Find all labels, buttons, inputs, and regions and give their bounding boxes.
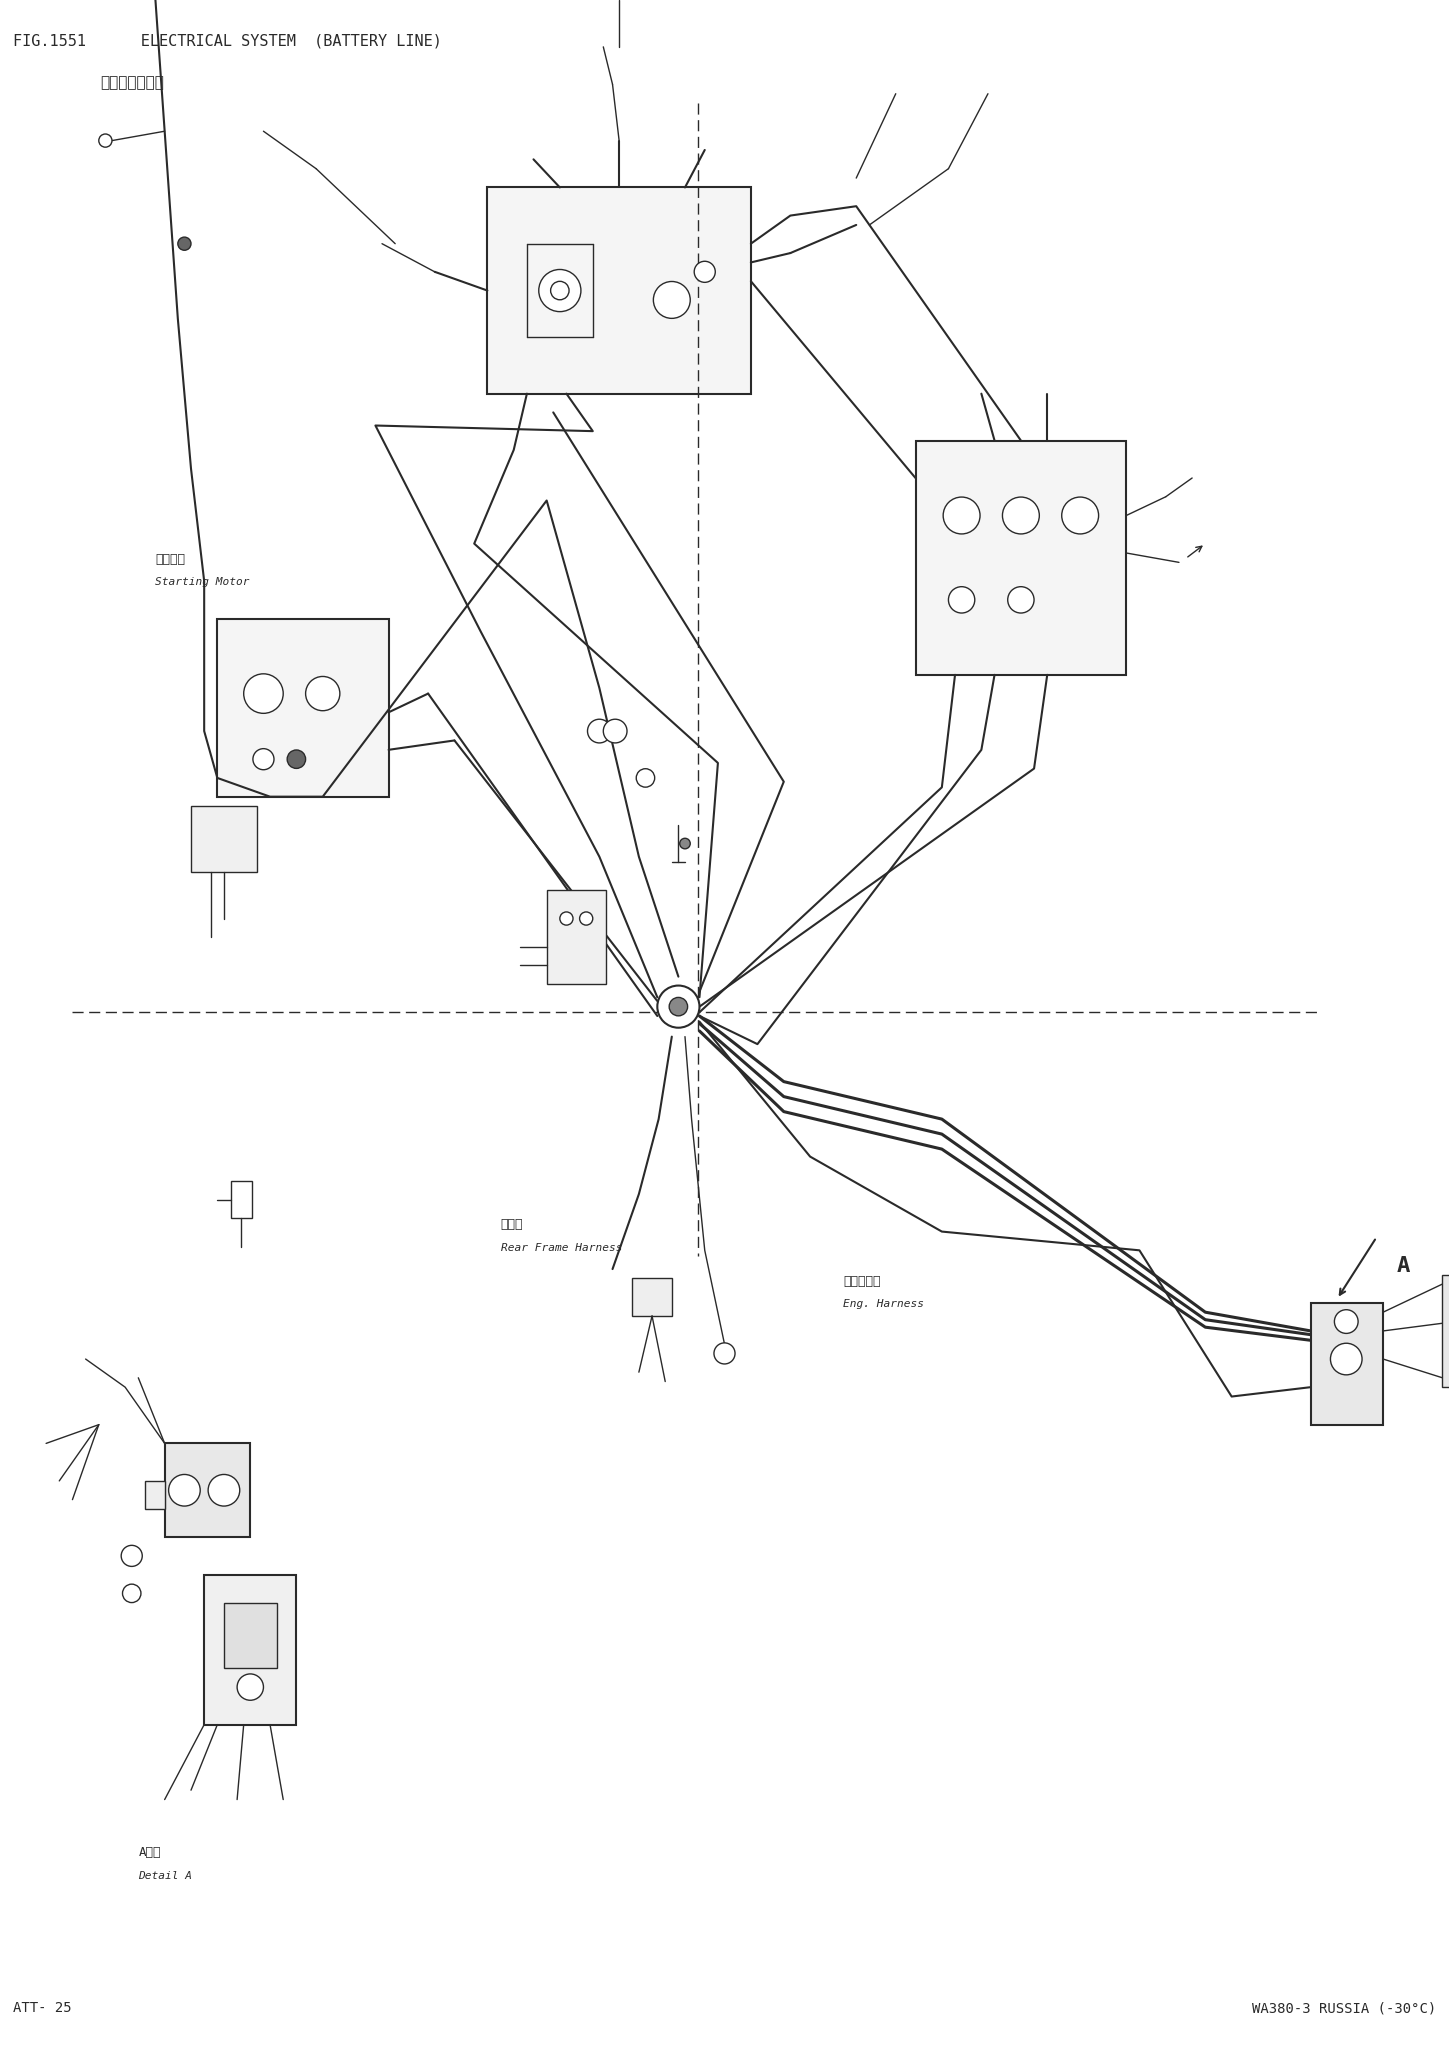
Circle shape bbox=[122, 1544, 142, 1567]
Circle shape bbox=[587, 720, 611, 742]
Circle shape bbox=[943, 497, 980, 534]
Bar bbox=[165, 1443, 251, 1536]
Circle shape bbox=[1330, 1342, 1362, 1375]
Circle shape bbox=[123, 1584, 141, 1602]
Circle shape bbox=[580, 911, 593, 926]
Bar bbox=[487, 188, 751, 394]
Text: 后车架: 后车架 bbox=[500, 1219, 523, 1231]
Text: 电系统电瓶配线: 电系统电瓶配线 bbox=[100, 74, 164, 91]
Bar bbox=[546, 891, 606, 984]
Circle shape bbox=[551, 280, 569, 299]
Bar bbox=[225, 1602, 277, 1668]
Text: Detail A: Detail A bbox=[138, 1870, 193, 1881]
Circle shape bbox=[1003, 497, 1039, 534]
Text: Starting Motor: Starting Motor bbox=[155, 577, 249, 588]
Bar bbox=[145, 1481, 165, 1509]
Circle shape bbox=[680, 839, 690, 850]
Bar bbox=[1311, 1303, 1384, 1425]
Circle shape bbox=[1062, 497, 1098, 534]
Circle shape bbox=[714, 1342, 735, 1363]
Circle shape bbox=[653, 282, 690, 318]
Circle shape bbox=[209, 1474, 239, 1505]
Bar bbox=[230, 1182, 252, 1219]
Circle shape bbox=[1335, 1309, 1358, 1334]
Circle shape bbox=[243, 674, 283, 713]
Circle shape bbox=[254, 749, 274, 769]
Bar bbox=[916, 441, 1126, 674]
Circle shape bbox=[539, 270, 581, 311]
Bar bbox=[1442, 1274, 1449, 1388]
Text: WA380-3 RUSSIA (-30°C): WA380-3 RUSSIA (-30°C) bbox=[1252, 2000, 1436, 2015]
Circle shape bbox=[1007, 588, 1035, 612]
Circle shape bbox=[694, 262, 716, 282]
Text: A详细: A详细 bbox=[138, 1845, 161, 1860]
Circle shape bbox=[603, 720, 627, 742]
Circle shape bbox=[306, 676, 341, 711]
Bar bbox=[632, 1278, 672, 1316]
Circle shape bbox=[669, 998, 688, 1017]
Text: Rear Frame Harness: Rear Frame Harness bbox=[500, 1243, 622, 1254]
Text: 起动马达: 起动马达 bbox=[155, 553, 185, 565]
Circle shape bbox=[658, 986, 700, 1027]
Bar bbox=[191, 806, 256, 872]
Circle shape bbox=[287, 751, 306, 769]
Text: Eng. Harness: Eng. Harness bbox=[843, 1299, 924, 1309]
Circle shape bbox=[949, 588, 975, 612]
Circle shape bbox=[238, 1674, 264, 1701]
Circle shape bbox=[99, 134, 112, 146]
Text: A: A bbox=[1397, 1256, 1410, 1276]
Circle shape bbox=[636, 769, 655, 788]
Text: ATT- 25: ATT- 25 bbox=[13, 2000, 72, 2015]
Circle shape bbox=[168, 1474, 200, 1505]
Text: FIG.1551      ELECTRICAL SYSTEM  (BATTERY LINE): FIG.1551 ELECTRICAL SYSTEM (BATTERY LINE… bbox=[13, 33, 442, 49]
Bar bbox=[217, 619, 388, 796]
Circle shape bbox=[178, 237, 191, 250]
Circle shape bbox=[559, 911, 572, 926]
Text: 发动机线束: 发动机线束 bbox=[843, 1274, 881, 1287]
Bar bbox=[204, 1575, 297, 1724]
